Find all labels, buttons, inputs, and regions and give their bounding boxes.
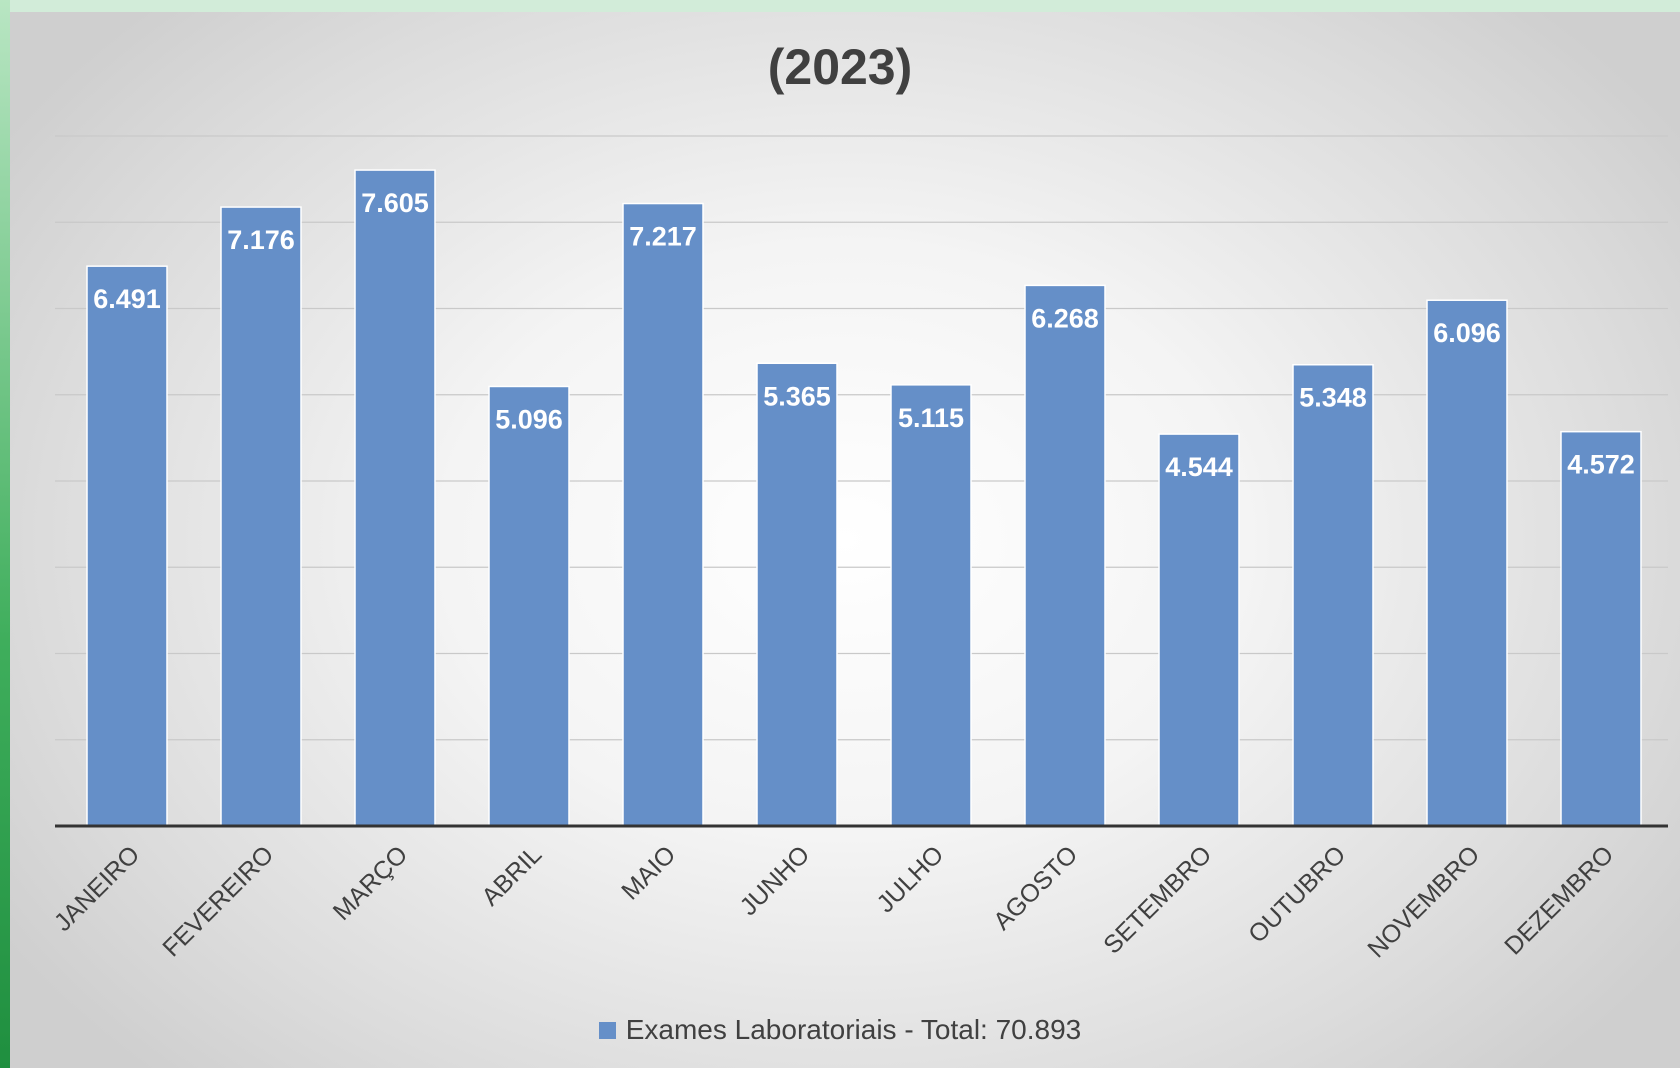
data-label: 5.096 — [495, 404, 563, 434]
data-label: 6.491 — [93, 284, 161, 314]
x-tick-label: DEZEMBRO — [1499, 840, 1619, 960]
left-border — [0, 0, 10, 1068]
data-label: 5.115 — [898, 403, 964, 433]
x-tick-label: JULHO — [871, 840, 949, 918]
bar — [1560, 430, 1642, 827]
data-label: 4.544 — [1165, 452, 1233, 482]
x-tick-label: NOVEMBRO — [1362, 840, 1485, 963]
legend-swatch — [598, 1021, 616, 1039]
bar — [890, 384, 972, 827]
bar — [220, 206, 302, 827]
data-label: 5.365 — [763, 381, 831, 411]
bar — [622, 202, 704, 827]
bar — [488, 385, 570, 827]
x-tick-label: ABRIL — [476, 840, 547, 911]
x-tick-label: OUTUBRO — [1243, 840, 1351, 948]
x-tick-label: JUNHO — [735, 840, 816, 921]
x-tick-label: MARÇO — [328, 840, 414, 926]
x-tick-label: AGOSTO — [988, 840, 1083, 935]
chart-title: (2023) — [767, 39, 913, 95]
data-label: 6.096 — [1433, 318, 1501, 348]
bar — [1024, 284, 1106, 827]
data-label: 7.176 — [227, 225, 295, 255]
bar — [1158, 433, 1240, 827]
bar — [86, 265, 168, 827]
data-label: 7.217 — [629, 222, 697, 252]
bar — [1426, 299, 1508, 827]
legend: Exames Laboratoriais - Total: 70.893 — [540, 1002, 1140, 1058]
data-label: 7.605 — [361, 188, 429, 218]
bar — [354, 169, 436, 827]
data-label: 4.572 — [1567, 450, 1635, 480]
x-tick-label: SETEMBRO — [1098, 840, 1217, 959]
x-tick-label: JANEIRO — [49, 840, 145, 936]
x-tick-label: MAIO — [616, 840, 681, 905]
top-border — [0, 0, 1680, 12]
bar — [1292, 363, 1374, 827]
data-label: 5.348 — [1299, 383, 1367, 413]
data-label: 6.268 — [1031, 303, 1099, 333]
bar — [756, 362, 838, 827]
x-tick-label: FEVEREIRO — [157, 840, 279, 962]
legend-label: Exames Laboratoriais - Total: 70.893 — [625, 1014, 1082, 1045]
